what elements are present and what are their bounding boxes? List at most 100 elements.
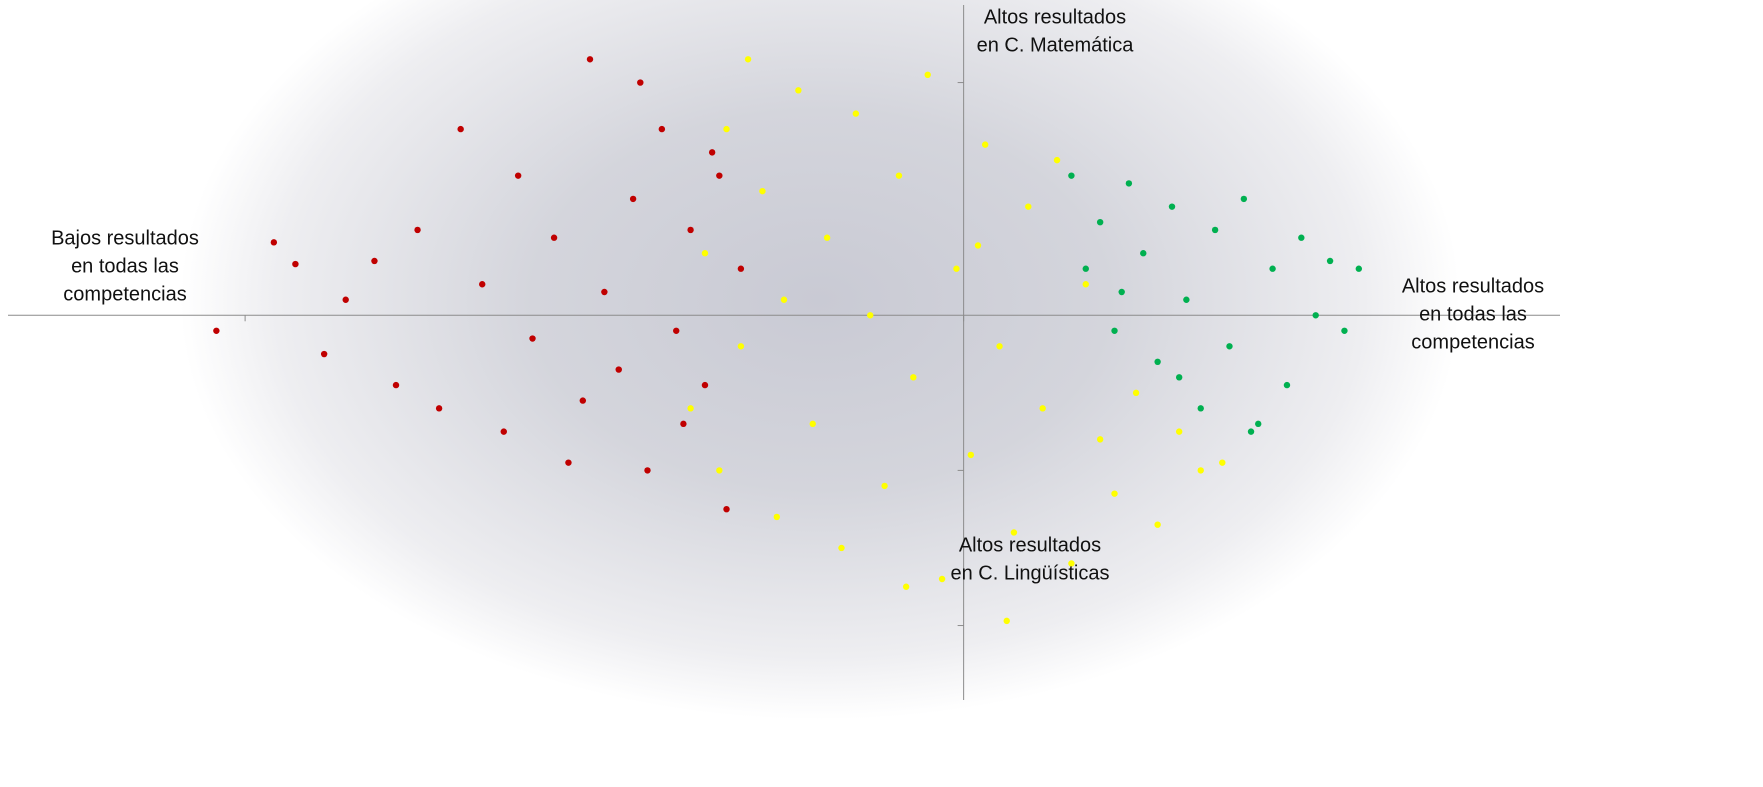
point [629, 195, 637, 203]
point [737, 265, 745, 272]
point [902, 583, 910, 590]
point [644, 467, 651, 474]
point [1298, 234, 1305, 241]
point [1111, 490, 1118, 497]
point [1175, 374, 1183, 381]
point [967, 451, 975, 459]
point [1240, 195, 1248, 203]
point [529, 335, 536, 342]
point [435, 405, 443, 412]
point [953, 265, 960, 272]
point [1025, 203, 1032, 210]
point [701, 250, 709, 257]
point [586, 56, 594, 63]
point [1010, 529, 1018, 536]
point [895, 172, 903, 179]
point [1219, 459, 1226, 466]
point [1082, 281, 1089, 288]
point [213, 327, 220, 334]
point [1003, 617, 1010, 625]
point [687, 405, 694, 412]
point [701, 381, 709, 389]
point [1175, 428, 1183, 435]
point [565, 459, 572, 466]
point [1154, 358, 1161, 366]
point [723, 125, 730, 133]
point [867, 312, 874, 319]
point [270, 239, 278, 246]
point [514, 172, 522, 179]
point [773, 513, 781, 521]
point [938, 575, 946, 583]
point [1355, 265, 1363, 272]
annotation: en C. Matemática [977, 34, 1135, 56]
point [687, 226, 694, 234]
point [1312, 312, 1319, 319]
point [708, 149, 716, 156]
point [1111, 327, 1118, 334]
point [1168, 203, 1176, 210]
point [479, 281, 486, 288]
point [615, 366, 622, 373]
point [342, 296, 349, 303]
point [500, 428, 507, 435]
point [996, 343, 1003, 350]
point [1096, 218, 1104, 226]
point [371, 257, 378, 265]
point [1118, 288, 1125, 296]
point [974, 242, 982, 249]
point [1068, 560, 1075, 567]
annotation: Altos resultados [1402, 275, 1544, 297]
point [1140, 250, 1147, 257]
point [320, 350, 328, 358]
point [1326, 257, 1334, 265]
annotation: competencias [63, 283, 186, 305]
point [1039, 405, 1046, 412]
point [1247, 428, 1255, 435]
annotation: en todas las [1419, 303, 1527, 325]
point [716, 467, 723, 474]
point [1197, 405, 1204, 412]
annotation: Bajos resultados [51, 227, 199, 249]
point [744, 56, 752, 63]
point [881, 482, 888, 490]
point [1183, 296, 1190, 303]
point [1197, 467, 1204, 474]
point [1255, 420, 1262, 428]
point [1068, 172, 1075, 179]
annotation: Altos resultados [984, 6, 1126, 28]
point [457, 125, 464, 133]
annotation: competencias [1411, 331, 1534, 353]
annotation: en C. Lingüísticas [951, 562, 1110, 584]
annotation: Altos resultados [959, 534, 1101, 556]
point [550, 234, 558, 241]
point [723, 505, 730, 513]
point [292, 260, 299, 268]
point [1082, 265, 1089, 272]
annotation: en todas las [71, 255, 179, 277]
point [658, 125, 666, 133]
point [795, 87, 802, 94]
point [910, 374, 917, 381]
point [823, 234, 831, 241]
point [852, 110, 860, 117]
point [579, 397, 587, 404]
point [981, 141, 989, 148]
point [809, 420, 816, 428]
point [673, 327, 680, 334]
point [759, 187, 766, 195]
point [1211, 226, 1219, 234]
point [1132, 389, 1140, 397]
point [1125, 180, 1133, 187]
point [1341, 327, 1348, 334]
point [680, 420, 687, 428]
point [1096, 436, 1104, 443]
point [637, 79, 644, 86]
point [924, 71, 931, 79]
point [414, 226, 421, 234]
point [392, 381, 400, 389]
point [1269, 265, 1276, 272]
